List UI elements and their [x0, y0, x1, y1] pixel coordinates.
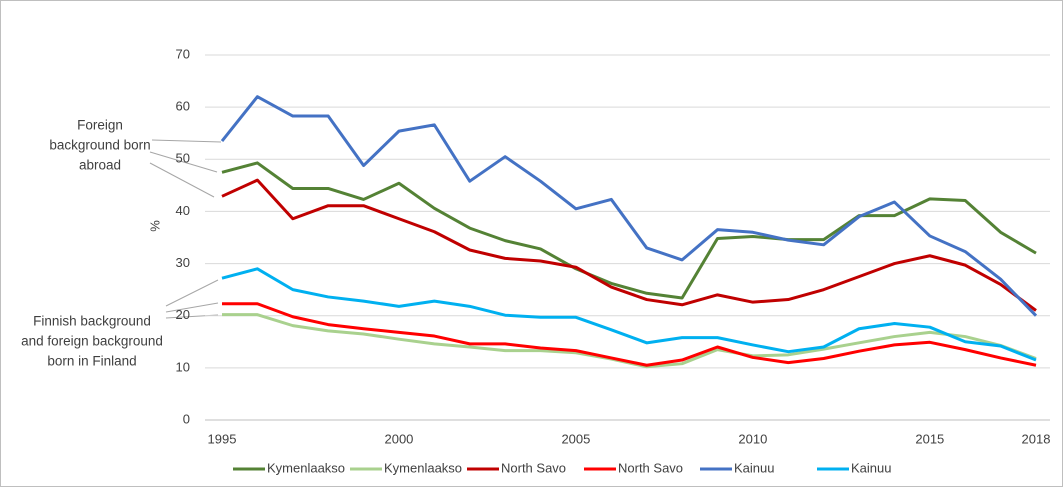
- legend-label: Kymenlaakso: [384, 460, 462, 475]
- x-tick-label: 2018: [1022, 431, 1051, 446]
- y-tick-label: 70: [176, 46, 190, 61]
- series-line: [221, 161, 1037, 300]
- y-tick-label: 0: [183, 411, 190, 426]
- annotation: Foreign: [77, 118, 123, 133]
- legend-label: Kainuu: [851, 460, 891, 475]
- y-axis-label: %: [147, 220, 162, 232]
- y-tick-label: 60: [176, 99, 190, 114]
- annotation: background born: [49, 138, 150, 153]
- y-tick-label: 20: [176, 307, 190, 322]
- leader-line: [165, 279, 219, 307]
- leader-line: [149, 162, 215, 198]
- annotation: and foreign background: [21, 334, 163, 349]
- leader-line: [165, 302, 219, 313]
- annotation: born in Finland: [47, 354, 136, 369]
- x-tick-label: 2000: [384, 431, 413, 446]
- series-line: [221, 267, 1037, 362]
- legend-label: Kymenlaakso: [267, 460, 345, 475]
- annotation: abroad: [79, 158, 121, 173]
- x-tick-label: 1995: [208, 431, 237, 446]
- y-tick-label: 10: [176, 359, 190, 374]
- leader-lines: [149, 139, 222, 319]
- y-tick-label: 40: [176, 203, 190, 218]
- y-tick-label: 50: [176, 151, 190, 166]
- legend-label: North Savo: [618, 460, 683, 475]
- x-tick-label: 2015: [915, 431, 944, 446]
- y-tick-label: 30: [176, 255, 190, 270]
- series-line: [220, 95, 1038, 317]
- series-line: [222, 302, 1037, 367]
- legend-label: Kainuu: [734, 460, 774, 475]
- leader-line: [149, 151, 218, 173]
- leader-line: [151, 139, 222, 143]
- series-line: [221, 178, 1037, 312]
- legend-label: North Savo: [501, 460, 566, 475]
- x-tick-label: 2005: [561, 431, 590, 446]
- annotation: Finnish background: [33, 314, 151, 329]
- x-tick-label: 2010: [738, 431, 767, 446]
